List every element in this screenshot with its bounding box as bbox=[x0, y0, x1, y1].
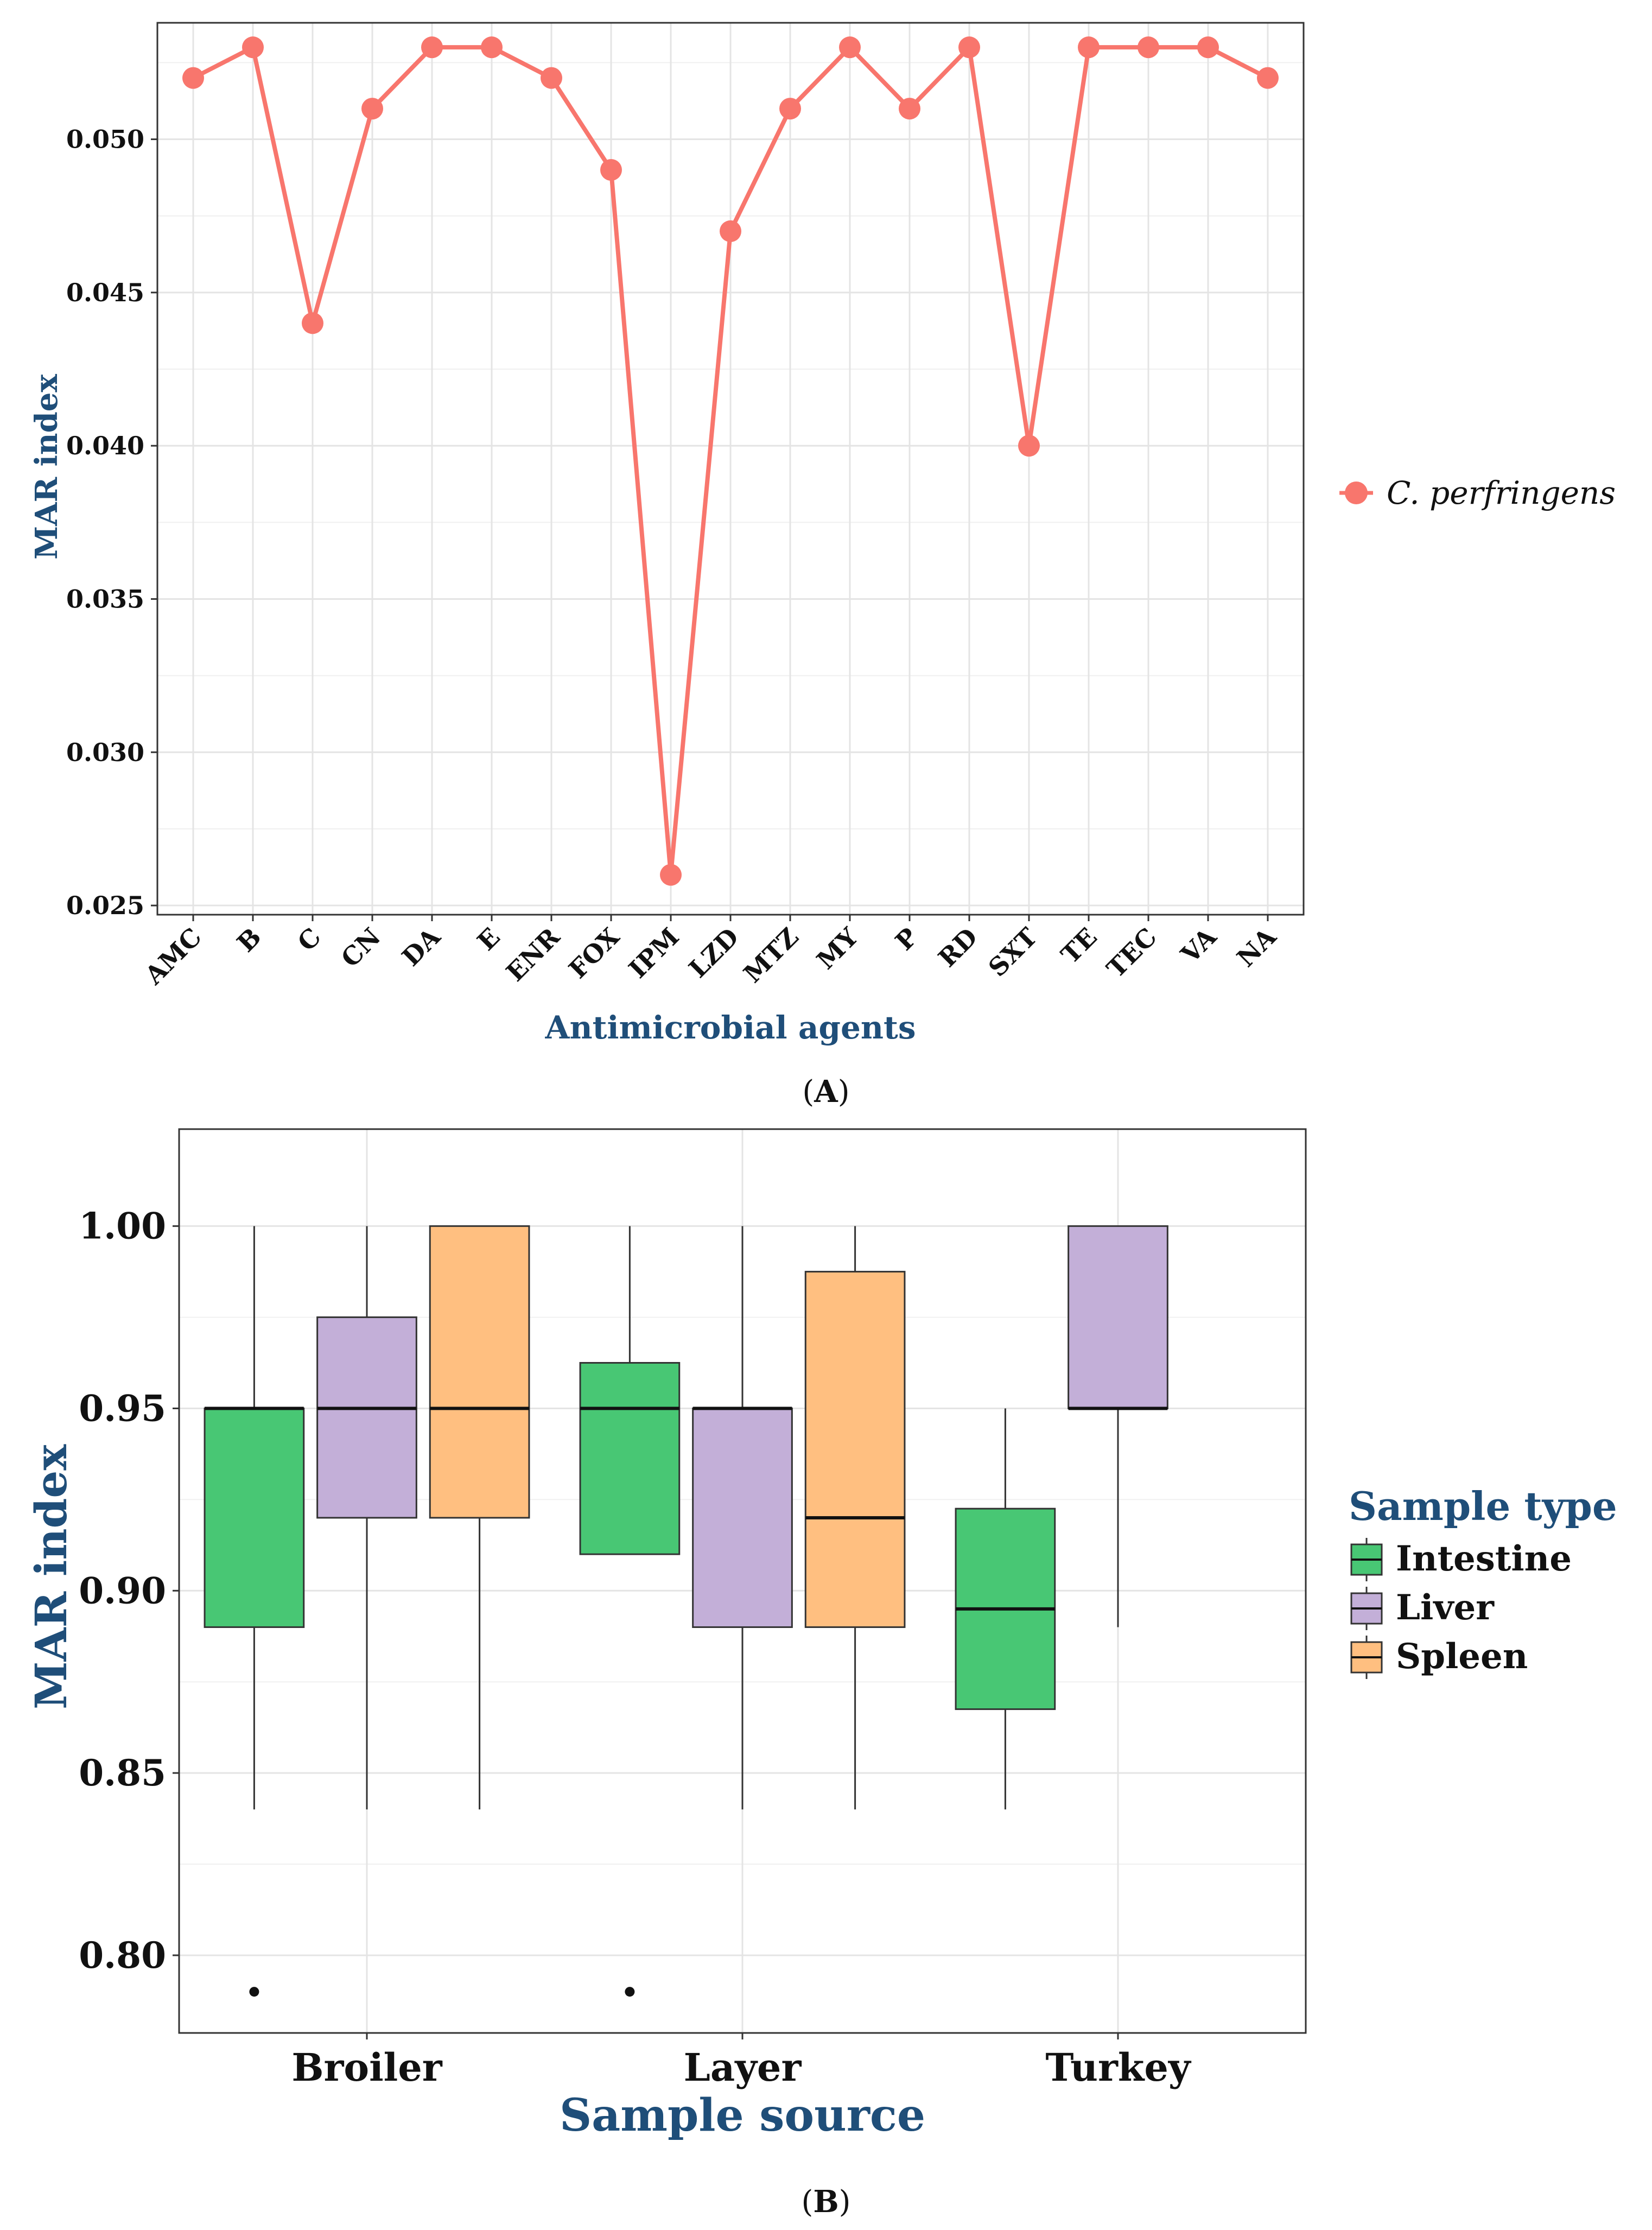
panel-a-x-tick-label: TEC bbox=[1101, 922, 1162, 984]
panel-a-y-tick-label: 0.050 bbox=[66, 125, 144, 154]
panel-a-x-tick-label: TE bbox=[1056, 922, 1103, 970]
panel-a-data-point bbox=[541, 67, 562, 89]
panel-a-data-point bbox=[779, 98, 801, 120]
panel-b-box-broiler-intestine bbox=[204, 1226, 305, 1997]
panel-a-data-point bbox=[1197, 36, 1219, 59]
panel-b-box-body bbox=[1068, 1225, 1168, 1409]
panel-a-data-point bbox=[1078, 36, 1100, 59]
panel-b-outlier-point bbox=[625, 1987, 635, 1997]
panel-a-x-tick-label: NA bbox=[1231, 922, 1282, 973]
panel-a-y-tick-label: 0.035 bbox=[66, 584, 144, 613]
panel-a-grid bbox=[157, 23, 1304, 915]
panel-a-x-tick-label: AMC bbox=[139, 922, 207, 991]
panel-a-legend: C. perfringens bbox=[1339, 474, 1616, 511]
panel-a-x-tick-label: RD bbox=[932, 922, 983, 973]
panel-b-x-axis-ticks: Broiler Layer Turkey bbox=[291, 2033, 1192, 2090]
panel-a-x-tick-label: CN bbox=[335, 922, 386, 973]
panel-b-x-tick-label: Broiler bbox=[291, 2045, 442, 2090]
panel-b-box-broiler-spleen bbox=[429, 1225, 530, 1810]
panel-a-data-point bbox=[1257, 67, 1279, 89]
panel-a-data-point bbox=[660, 864, 682, 886]
panel-a-y-tick-label: 0.025 bbox=[66, 891, 144, 920]
panel-a-x-tick-label: IPM bbox=[623, 922, 685, 984]
panel-a-data-point bbox=[361, 98, 383, 120]
panel-a-legend-key-point bbox=[1345, 482, 1368, 504]
panel-b-legend-item-liver: Liver bbox=[1350, 1587, 1495, 1630]
panel-b-legend-item-spleen: Spleen bbox=[1350, 1636, 1528, 1679]
panel-b-label: (B) bbox=[801, 2184, 850, 2220]
panel-a-y-axis-ticks: 0.025 0.030 0.035 0.040 0.045 0.050 bbox=[66, 125, 157, 920]
panel-b-box-body bbox=[692, 1407, 793, 1628]
panel-b-y-tick-label: 0.80 bbox=[79, 1934, 166, 1976]
panel-a-data-point bbox=[182, 67, 204, 89]
panel-a-x-tick-label: P bbox=[889, 922, 924, 956]
panel-b-box-body bbox=[316, 1316, 417, 1519]
panel-a-x-tick-label: FOX bbox=[563, 922, 625, 984]
panel-a-data-point bbox=[242, 36, 264, 59]
panel-b-legend-label: Intestine bbox=[1396, 1538, 1572, 1579]
panel-b-y-tick-label: 0.85 bbox=[79, 1752, 166, 1794]
panel-a-x-tick-label: MY bbox=[811, 922, 864, 975]
panel-b-legend-label: Liver bbox=[1396, 1587, 1495, 1628]
panel-b-box-plot: 0.800.850.900.951.00 Broiler Layer Turkey … bbox=[26, 1128, 1617, 2220]
panel-b-y-tick-label: 0.90 bbox=[79, 1569, 166, 1612]
panel-a-x-tick-label: SXT bbox=[983, 922, 1043, 983]
panel-b-box-body bbox=[204, 1407, 305, 1628]
panel-a-y-axis-title: MAR index bbox=[29, 374, 65, 560]
panel-a-legend-label: C. perfringens bbox=[1387, 474, 1616, 511]
panel-b-x-tick-label: Layer bbox=[684, 2045, 802, 2090]
panel-a-data-point bbox=[839, 36, 861, 59]
panel-a-data-point bbox=[302, 312, 323, 334]
panel-a-y-tick-label: 0.040 bbox=[66, 431, 144, 460]
panel-b-box-body bbox=[579, 1362, 681, 1555]
panel-b-outlier-point bbox=[249, 1987, 259, 1997]
panel-a-data-point bbox=[899, 98, 920, 120]
panel-a-data-point bbox=[720, 220, 741, 242]
panel-b-box-layer-spleen bbox=[804, 1226, 906, 1810]
panel-b-legend-title: Sample type bbox=[1349, 1483, 1617, 1529]
panel-a-line-chart: 0.025 0.030 0.035 0.040 0.045 0.050 AMC B C CN DA… bbox=[29, 22, 1616, 1110]
panel-a-data-point bbox=[600, 159, 622, 181]
panel-a-label: (A) bbox=[802, 1074, 849, 1110]
panel-b-box-body bbox=[429, 1225, 530, 1519]
panel-a-data-points bbox=[182, 36, 1279, 886]
panel-a-x-tick-label: C bbox=[292, 922, 327, 957]
panel-b-legend-item-intestine: Intestine bbox=[1350, 1538, 1572, 1581]
panel-b-y-tick-label: 1.00 bbox=[79, 1205, 166, 1247]
panel-a-data-point bbox=[481, 36, 503, 59]
panel-a-data-point bbox=[1138, 36, 1159, 59]
panel-b-y-tick-label: 0.95 bbox=[79, 1387, 166, 1429]
panel-a-x-tick-label: ENR bbox=[500, 922, 566, 987]
panel-b-box-turkey-intestine bbox=[955, 1408, 1056, 1810]
panel-a-data-point bbox=[1018, 435, 1040, 457]
panel-b-x-tick-label: Turkey bbox=[1045, 2045, 1191, 2090]
panel-b-legend-label: Spleen bbox=[1396, 1636, 1528, 1677]
panel-a-x-tick-label: E bbox=[472, 922, 506, 956]
panel-b-box-turkey-liver bbox=[1068, 1225, 1168, 1627]
panel-a-x-tick-label: B bbox=[231, 922, 267, 958]
panel-b-legend: Sample type Intestine Liver Spleen bbox=[1349, 1483, 1617, 1679]
panel-a-x-tick-label: VA bbox=[1175, 922, 1223, 970]
panel-a-y-tick-label: 0.045 bbox=[66, 278, 144, 307]
panel-a-x-tick-label: MTZ bbox=[738, 922, 804, 989]
panel-a-data-point bbox=[958, 36, 980, 59]
panel-b-box-layer-intestine bbox=[579, 1226, 681, 1997]
panel-a-x-tick-label: DA bbox=[396, 922, 447, 972]
panel-b-boxes bbox=[204, 1225, 1168, 1997]
panel-b-x-axis-title: Sample source bbox=[560, 2089, 925, 2142]
panel-b-y-axis-title: MAR index bbox=[26, 1444, 77, 1709]
panel-a-data-point bbox=[421, 36, 443, 59]
panel-a-y-tick-label: 0.030 bbox=[66, 738, 144, 767]
panel-a-x-axis-title: Antimicrobial agents bbox=[544, 1009, 916, 1046]
panel-b-box-broiler-liver bbox=[316, 1226, 417, 1810]
panel-a-x-tick-label: LZD bbox=[683, 922, 745, 984]
panel-b-box-layer-liver bbox=[692, 1226, 793, 1810]
panel-b-box-body bbox=[804, 1271, 906, 1628]
panel-b-y-axis-ticks: 0.80 0.85 0.90 0.95 1.00 bbox=[79, 1205, 179, 1976]
